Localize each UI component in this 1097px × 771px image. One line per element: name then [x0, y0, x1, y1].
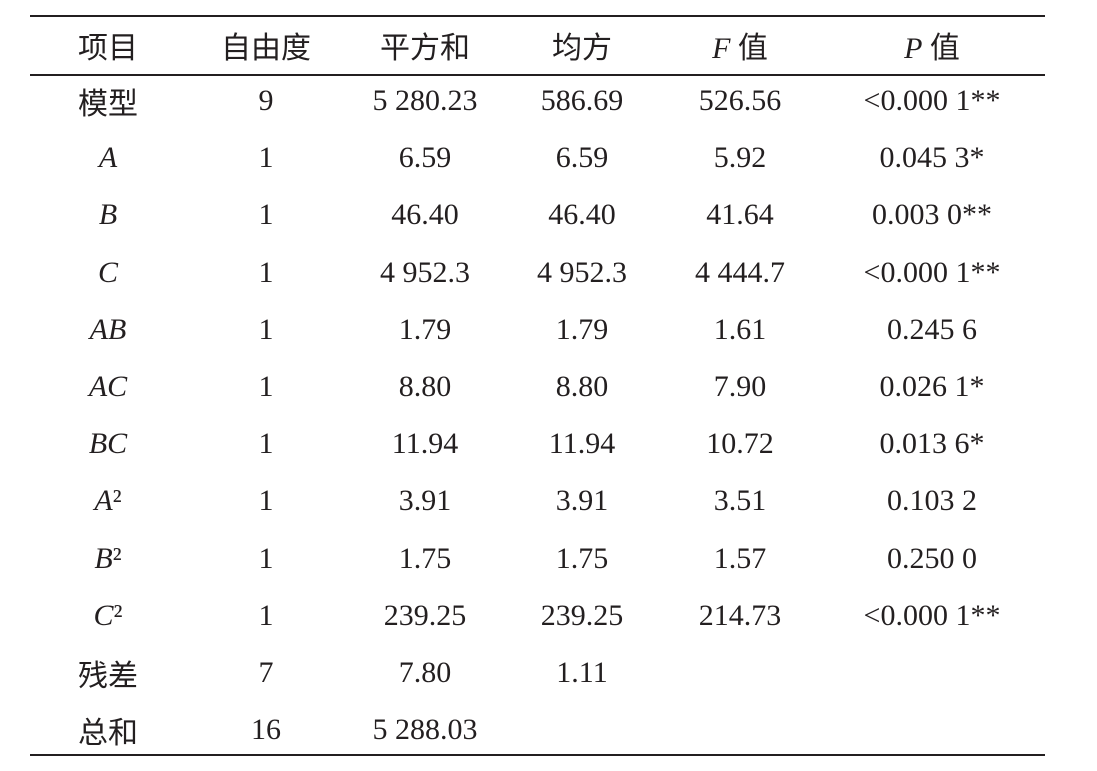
table-cell: 0.003 0** — [872, 198, 992, 232]
table-cell: 1 — [258, 427, 274, 461]
table-cell: 1 — [258, 312, 274, 346]
row-label: A — [98, 141, 118, 175]
header-cell: 自由度 — [221, 32, 311, 65]
table-cell: 7 — [258, 656, 274, 689]
table-cell: 0.103 2 — [887, 484, 977, 518]
table-cell: 1 — [258, 198, 274, 232]
table-cell: 239.25 — [540, 598, 624, 632]
table-cell: 214.73 — [698, 598, 782, 632]
table-cell: 1.79 — [555, 312, 609, 346]
row-label: B² — [94, 541, 122, 575]
table-cell: 41.64 — [706, 198, 774, 232]
table-cell: 9 — [258, 84, 274, 117]
row-label: B — [98, 198, 118, 232]
table-cell: 0.045 3* — [879, 141, 985, 175]
header-cell: 均方 — [552, 32, 612, 65]
table-cell: 1.57 — [713, 541, 767, 575]
table-cell: 1.75 — [555, 541, 609, 575]
row-label: A² — [94, 484, 122, 518]
row-label: BC — [88, 427, 128, 461]
table-cell: 1 — [258, 541, 274, 575]
table-cell: <0.000 1** — [863, 255, 1001, 289]
header-cell: 平方和 — [380, 32, 470, 65]
row-label: AC — [88, 370, 128, 403]
row-label: C² — [93, 598, 123, 632]
table-cell: 3.91 — [398, 484, 452, 518]
table-cell: 1 — [258, 484, 274, 518]
table-cell: 1.79 — [398, 312, 452, 346]
header-rule — [30, 74, 1045, 76]
table-cell: 1.75 — [398, 541, 452, 575]
table-cell: 3.91 — [555, 484, 609, 518]
table-cell: 1 — [258, 598, 274, 632]
table-cell: 11.94 — [391, 427, 459, 461]
table-cell: 1.11 — [556, 656, 608, 689]
table-cell: 0.245 6 — [887, 312, 977, 346]
table-cell: 6.59 — [398, 141, 452, 175]
table-cell: 0.250 0 — [887, 541, 977, 575]
table-cell: 239.25 — [383, 598, 467, 632]
table-cell: 586.69 — [540, 84, 624, 117]
table-cell: 7.90 — [713, 370, 767, 403]
header-cell: F 值 — [712, 32, 768, 65]
top-rule — [30, 15, 1045, 17]
header-cell: 项目 — [78, 32, 138, 65]
table-cell: 1 — [258, 141, 274, 175]
table-cell: 10.72 — [706, 427, 774, 461]
table-cell: 1 — [258, 255, 274, 289]
table-cell: 5 280.23 — [372, 84, 478, 117]
table-cell: 11.94 — [548, 427, 616, 461]
table-cell: 4 952.3 — [537, 255, 627, 289]
table-cell: 5.92 — [713, 141, 767, 175]
row-label: 总和 — [78, 717, 138, 751]
table-cell: 7.80 — [398, 656, 452, 689]
table-cell: 1.61 — [713, 312, 767, 346]
table-cell: 3.51 — [713, 484, 767, 518]
table-cell: 8.80 — [398, 370, 452, 403]
table-cell: <0.000 1** — [863, 598, 1001, 632]
table-cell: 46.40 — [548, 198, 616, 232]
table-cell: 8.80 — [555, 370, 609, 403]
row-label: 模型 — [78, 88, 138, 121]
table-cell: 1 — [258, 370, 274, 403]
table-cell: 16 — [251, 713, 281, 747]
table-cell: 0.013 6* — [879, 427, 985, 461]
table-cell: 4 444.7 — [695, 255, 785, 289]
table-cell: 6.59 — [555, 141, 609, 175]
table-cell: 5 288.03 — [372, 713, 478, 747]
table-cell: 0.026 1* — [879, 370, 985, 403]
row-label: C — [97, 255, 119, 289]
row-label: AB — [89, 312, 127, 346]
table-cell: <0.000 1** — [863, 84, 1001, 117]
table-cell: 526.56 — [698, 84, 782, 117]
bottom-rule — [30, 754, 1045, 756]
header-cell: P 值 — [904, 32, 960, 65]
table-cell: 46.40 — [391, 198, 459, 232]
row-label: 残差 — [78, 660, 138, 693]
table-cell: 4 952.3 — [380, 255, 470, 289]
